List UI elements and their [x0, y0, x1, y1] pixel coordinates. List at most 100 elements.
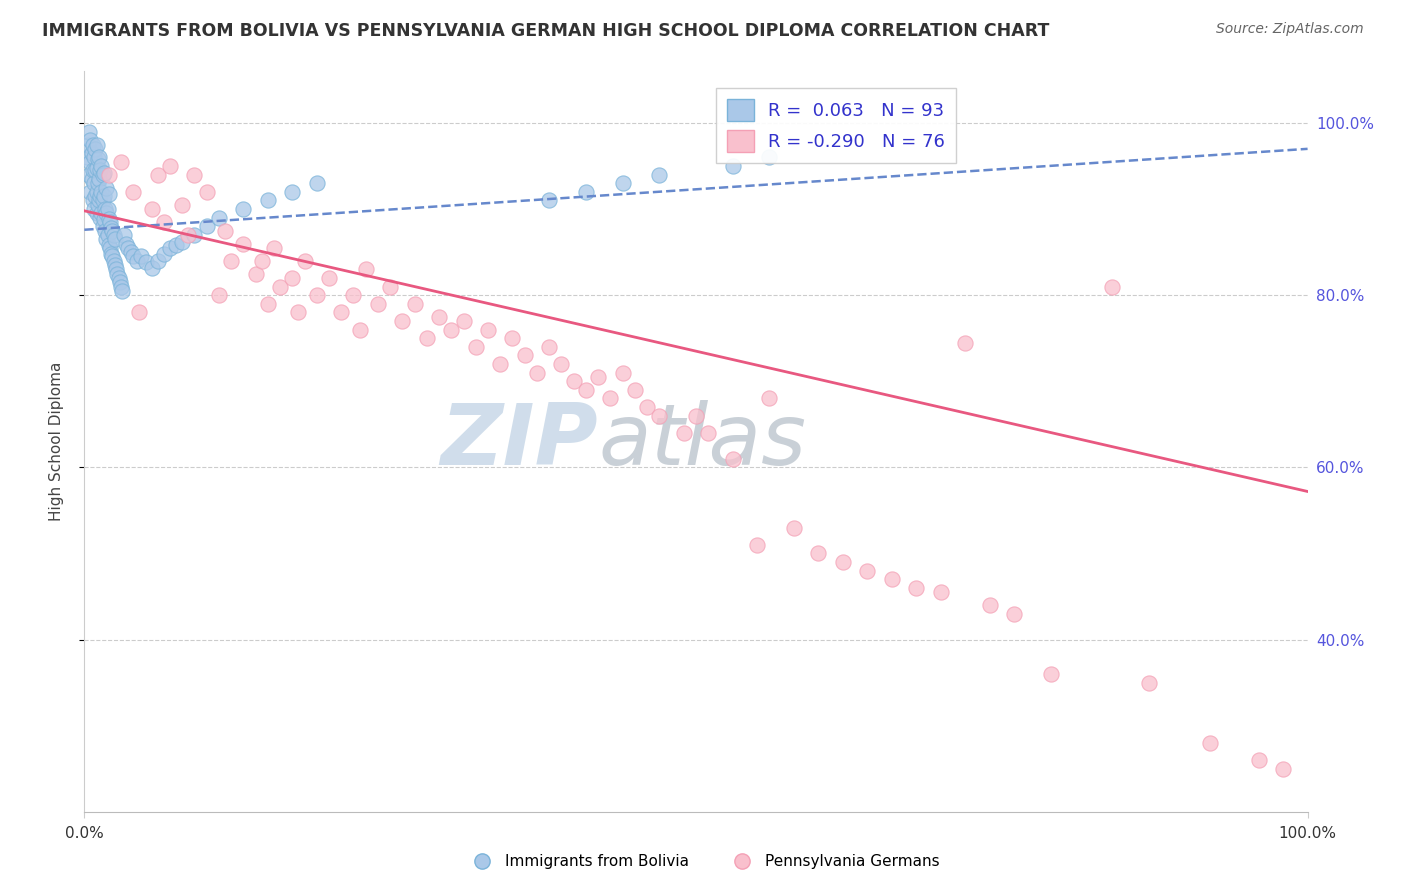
- Point: [281, 271, 304, 285]
- Point: [880, 572, 903, 586]
- Point: [905, 581, 928, 595]
- Point: [83, 151, 105, 165]
- Point: [929, 585, 952, 599]
- Point: [263, 241, 285, 255]
- Point: [1002, 607, 1025, 621]
- Point: [101, 224, 124, 238]
- Point: [758, 151, 780, 165]
- Point: [526, 366, 548, 380]
- Point: [305, 288, 328, 302]
- Point: [1247, 753, 1270, 767]
- Point: [250, 253, 273, 268]
- Legend: Immigrants from Bolivia, Pennsylvania Germans: Immigrants from Bolivia, Pennsylvania Ge…: [460, 848, 946, 875]
- Point: [195, 185, 218, 199]
- Point: [77, 168, 100, 182]
- Point: [82, 194, 104, 208]
- Point: [84, 189, 107, 203]
- Point: [721, 451, 744, 466]
- Point: [502, 331, 524, 345]
- Point: [100, 247, 122, 261]
- Point: [97, 238, 120, 252]
- Point: [195, 219, 218, 234]
- Point: [1137, 675, 1160, 690]
- Point: [612, 366, 634, 380]
- Point: [513, 348, 536, 362]
- Point: [1039, 667, 1062, 681]
- Text: IMMIGRANTS FROM BOLIVIA VS PENNSYLVANIA GERMAN HIGH SCHOOL DIPLOMA CORRELATION C: IMMIGRANTS FROM BOLIVIA VS PENNSYLVANIA …: [42, 22, 1049, 40]
- Point: [129, 250, 152, 264]
- Point: [110, 154, 132, 169]
- Point: [125, 253, 148, 268]
- Point: [367, 297, 389, 311]
- Legend: R =  0.063   N = 93, R = -0.290   N = 76: R = 0.063 N = 93, R = -0.290 N = 76: [716, 87, 956, 162]
- Point: [153, 247, 176, 261]
- Point: [100, 221, 122, 235]
- Point: [97, 168, 120, 182]
- Point: [856, 564, 879, 578]
- Point: [489, 357, 512, 371]
- Point: [77, 137, 100, 152]
- Point: [79, 154, 101, 169]
- Point: [575, 185, 598, 199]
- Point: [83, 202, 105, 216]
- Point: [831, 555, 853, 569]
- Point: [135, 255, 157, 269]
- Point: [110, 279, 132, 293]
- Point: [103, 253, 125, 268]
- Point: [76, 151, 98, 165]
- Point: [120, 245, 142, 260]
- Point: [97, 227, 120, 242]
- Point: [232, 236, 254, 251]
- Point: [172, 198, 194, 212]
- Point: [330, 305, 353, 319]
- Point: [141, 202, 163, 216]
- Point: [96, 206, 118, 220]
- Point: [93, 166, 115, 180]
- Point: [87, 152, 110, 166]
- Point: [94, 202, 117, 216]
- Point: [747, 538, 769, 552]
- Point: [269, 279, 291, 293]
- Point: [101, 250, 124, 264]
- Point: [87, 151, 110, 165]
- Point: [97, 212, 120, 227]
- Point: [111, 284, 134, 298]
- Point: [117, 241, 139, 255]
- Point: [318, 271, 340, 285]
- Point: [281, 185, 304, 199]
- Point: [93, 212, 115, 227]
- Point: [1101, 279, 1123, 293]
- Point: [477, 323, 499, 337]
- Point: [108, 275, 131, 289]
- Point: [112, 227, 135, 242]
- Point: [77, 125, 100, 139]
- Point: [97, 186, 120, 201]
- Point: [183, 227, 205, 242]
- Point: [96, 180, 118, 194]
- Point: [87, 176, 110, 190]
- Point: [94, 224, 117, 238]
- Point: [105, 262, 128, 277]
- Point: [380, 279, 402, 293]
- Point: [575, 383, 598, 397]
- Point: [342, 288, 364, 302]
- Point: [232, 202, 254, 216]
- Point: [257, 297, 280, 311]
- Point: [153, 215, 176, 229]
- Point: [104, 258, 127, 272]
- Point: [87, 194, 110, 208]
- Point: [82, 163, 104, 178]
- Point: [87, 172, 110, 186]
- Point: [354, 262, 377, 277]
- Point: [208, 211, 231, 225]
- Point: [82, 137, 104, 152]
- Point: [86, 137, 108, 152]
- Point: [79, 185, 101, 199]
- Text: ZIP: ZIP: [440, 400, 598, 483]
- Point: [159, 241, 181, 255]
- Point: [90, 159, 112, 173]
- Point: [93, 189, 115, 203]
- Point: [96, 232, 118, 246]
- Text: atlas: atlas: [598, 400, 806, 483]
- Point: [115, 236, 138, 251]
